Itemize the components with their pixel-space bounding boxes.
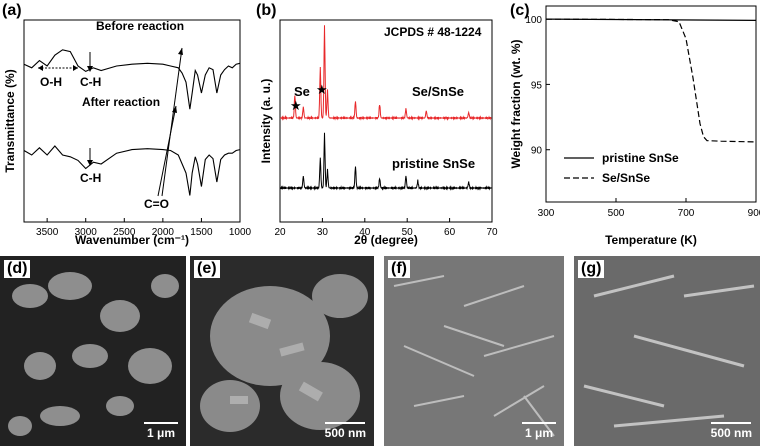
y-axis-label: Transmittance (%) bbox=[3, 69, 17, 172]
star-marker-2: ★ bbox=[316, 82, 328, 97]
x-axis-label: Wavenumber (cm⁻¹) bbox=[75, 233, 189, 247]
y-tick-label-1: 95 bbox=[531, 80, 543, 91]
sem-image-f: (f) 1 μm bbox=[384, 256, 564, 446]
series-label-se-snse: Se/SnSe bbox=[412, 84, 464, 99]
scale-bar-f: 1 μm bbox=[522, 422, 556, 440]
tga-chart: Weight fraction (wt. %) Temperature (K) … bbox=[509, 5, 760, 247]
y-axis-label: Intensity (a. u.) bbox=[259, 79, 273, 164]
annotation-ch-after: C-H bbox=[80, 171, 101, 185]
panel-label-d: (d) bbox=[4, 260, 31, 278]
x-tick-label-3: 2000 bbox=[152, 227, 175, 238]
scale-bar-g: 500 nm bbox=[711, 422, 752, 440]
star-marker-1: ★ bbox=[290, 98, 302, 113]
sem-texture bbox=[574, 256, 760, 446]
x-tick-label-0: 300 bbox=[538, 208, 555, 219]
x-tick-label-1: 3000 bbox=[75, 227, 98, 238]
series-line-1 bbox=[23, 145, 241, 196]
series-line-1 bbox=[545, 18, 757, 143]
annotation-before-reaction: Before reaction bbox=[96, 19, 184, 33]
panel-label-c: (c) bbox=[510, 2, 530, 19]
sem-image-g: (g) 500 nm bbox=[574, 256, 760, 446]
series-line-0 bbox=[279, 25, 492, 121]
panel-label-b: (b) bbox=[256, 2, 277, 19]
x-tick-label-1: 500 bbox=[608, 208, 625, 219]
x-tick-label-5: 1000 bbox=[229, 227, 252, 238]
x-tick-label-3: 50 bbox=[402, 227, 414, 238]
plot-frame bbox=[545, 5, 757, 203]
ch-arrow-before bbox=[87, 52, 93, 72]
x-tick-label-1: 30 bbox=[317, 227, 329, 238]
x-axis-label: 2θ (degree) bbox=[354, 233, 418, 247]
x-tick-label-2: 40 bbox=[359, 227, 371, 238]
x-tick-label-3: 900 bbox=[748, 208, 760, 219]
legend: pristine SnSe Se/SnSe bbox=[564, 151, 679, 185]
scale-bar-d: 1 μm bbox=[144, 422, 178, 440]
y-axis-label: Weight fraction (wt. %) bbox=[509, 39, 523, 168]
scale-bar-label: 1 μm bbox=[146, 426, 176, 440]
y-tick-label-0: 90 bbox=[531, 146, 543, 157]
series-line-0 bbox=[545, 18, 757, 21]
annotation-ch-before: C-H bbox=[80, 75, 101, 89]
x-tick-label-4: 60 bbox=[444, 227, 456, 238]
sem-texture bbox=[384, 256, 564, 446]
annotation-oh: O-H bbox=[40, 75, 62, 89]
scale-bar-label: 1 μm bbox=[524, 426, 554, 440]
ch-arrow-after bbox=[87, 148, 93, 166]
x-tick-label-5: 70 bbox=[486, 227, 498, 238]
legend-label-se-snse: Se/SnSe bbox=[602, 171, 650, 185]
sem-image-d: (d) 1 μm bbox=[0, 256, 186, 446]
x-tick-label-4: 1500 bbox=[190, 227, 213, 238]
scale-bar-label: 500 nm bbox=[324, 426, 366, 440]
series-line-0 bbox=[23, 49, 241, 110]
scale-bar-e: 500 nm bbox=[325, 422, 366, 440]
annotation-se: Se bbox=[294, 84, 310, 99]
plot-frame bbox=[23, 19, 241, 223]
x-tick-label-2: 700 bbox=[678, 208, 695, 219]
series-line-1 bbox=[279, 132, 492, 191]
x-tick-label-0: 20 bbox=[274, 227, 286, 238]
oh-range-arrow bbox=[38, 65, 78, 71]
panel-label-f: (f) bbox=[388, 260, 410, 278]
x-axis-label: Temperature (K) bbox=[605, 233, 697, 247]
sem-texture bbox=[190, 256, 374, 446]
scale-bar-label: 500 nm bbox=[710, 426, 752, 440]
sem-texture bbox=[0, 256, 186, 446]
panel-label-g: (g) bbox=[578, 260, 605, 278]
x-tick-label-0: 3500 bbox=[36, 227, 59, 238]
ftir-chart: Transmittance (%) Wavenumber (cm⁻¹) 3500… bbox=[3, 19, 252, 247]
series-label-pristine-snse: pristine SnSe bbox=[392, 156, 475, 171]
sem-image-e: (e) 500 nm bbox=[190, 256, 374, 446]
x-tick-label-2: 2500 bbox=[113, 227, 136, 238]
annotation-co: C=O bbox=[144, 197, 169, 211]
reference-label: JCPDS # 48-1224 bbox=[384, 25, 482, 39]
legend-label-pristine: pristine SnSe bbox=[602, 151, 679, 165]
co-arrows bbox=[157, 47, 183, 197]
panel-label-a: (a) bbox=[2, 2, 22, 19]
annotation-after-reaction: After reaction bbox=[82, 95, 160, 109]
panel-label-e: (e) bbox=[194, 260, 220, 278]
xrd-chart: Intensity (a. u.) 2θ (degree) JCPDS # 48… bbox=[259, 19, 498, 247]
y-tick-label-2: 100 bbox=[525, 15, 542, 26]
plot-frame bbox=[279, 19, 493, 223]
